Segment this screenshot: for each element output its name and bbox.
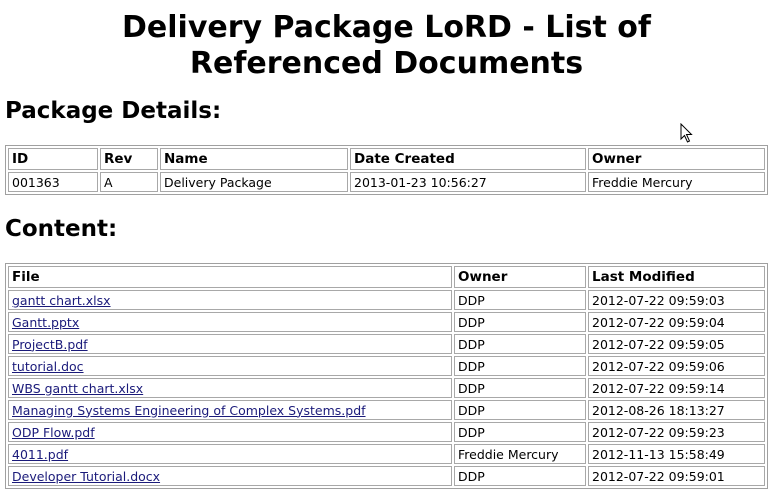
file-link[interactable]: ODP Flow.pdf: [12, 424, 95, 440]
table-row: Developer Tutorial.docx DDP 2012-07-22 0…: [8, 466, 765, 486]
owner-cell: DDP: [454, 378, 586, 398]
package-details-header-row: ID Rev Name Date Created Owner: [8, 148, 765, 170]
last-modified-cell: 2012-11-13 15:58:49: [588, 444, 765, 464]
table-row: Gantt.pptx DDP 2012-07-22 09:59:04: [8, 312, 765, 332]
file-cell: gantt chart.xlsx: [8, 290, 452, 310]
owner-cell: Freddie Mercury: [454, 444, 586, 464]
package-id: 001363: [8, 172, 98, 192]
file-cell: WBS gantt chart.xlsx: [8, 378, 452, 398]
column-header-owner: Owner: [454, 266, 586, 288]
owner-cell: DDP: [454, 422, 586, 442]
file-cell: 4011.pdf: [8, 444, 452, 464]
table-row: 4011.pdf Freddie Mercury 2012-11-13 15:5…: [8, 444, 765, 464]
file-link[interactable]: Developer Tutorial.docx: [12, 468, 161, 484]
file-cell: Gantt.pptx: [8, 312, 452, 332]
file-cell: ProjectB.pdf: [8, 334, 452, 354]
package-rev: A: [100, 172, 158, 192]
column-header-rev: Rev: [100, 148, 158, 170]
file-link[interactable]: WBS gantt chart.xlsx: [12, 380, 144, 396]
last-modified-cell: 2012-07-22 09:59:23: [588, 422, 765, 442]
owner-cell: DDP: [454, 290, 586, 310]
column-header-id: ID: [8, 148, 98, 170]
column-header-name: Name: [160, 148, 348, 170]
content-header-row: File Owner Last Modified: [8, 266, 765, 288]
owner-cell: DDP: [454, 466, 586, 486]
owner-cell: DDP: [454, 334, 586, 354]
package-name: Delivery Package: [160, 172, 348, 192]
file-cell: tutorial.doc: [8, 356, 452, 376]
file-link[interactable]: ProjectB.pdf: [12, 336, 88, 352]
owner-cell: DDP: [454, 400, 586, 420]
table-row: ODP Flow.pdf DDP 2012-07-22 09:59:23: [8, 422, 765, 442]
content-heading: Content:: [5, 216, 118, 242]
last-modified-cell: 2012-07-22 09:59:01: [588, 466, 765, 486]
file-cell: Developer Tutorial.docx: [8, 466, 452, 486]
last-modified-cell: 2012-08-26 18:13:27: [588, 400, 765, 420]
table-row: gantt chart.xlsx DDP 2012-07-22 09:59:03: [8, 290, 765, 310]
table-row: ProjectB.pdf DDP 2012-07-22 09:59:05: [8, 334, 765, 354]
owner-cell: DDP: [454, 356, 586, 376]
owner-cell: DDP: [454, 312, 586, 332]
file-link[interactable]: 4011.pdf: [12, 446, 69, 462]
file-link[interactable]: Managing Systems Engineering of Complex …: [12, 402, 366, 418]
package-owner: Freddie Mercury: [588, 172, 765, 192]
column-header-date-created: Date Created: [350, 148, 586, 170]
page-title-line1: Delivery Package LoRD - List of: [122, 10, 651, 45]
file-cell: Managing Systems Engineering of Complex …: [8, 400, 452, 420]
table-row: Managing Systems Engineering of Complex …: [8, 400, 765, 420]
table-row: tutorial.doc DDP 2012-07-22 09:59:06: [8, 356, 765, 376]
last-modified-cell: 2012-07-22 09:59:04: [588, 312, 765, 332]
file-cell: ODP Flow.pdf: [8, 422, 452, 442]
column-header-owner: Owner: [588, 148, 765, 170]
table-row: WBS gantt chart.xlsx DDP 2012-07-22 09:5…: [8, 378, 765, 398]
file-link[interactable]: Gantt.pptx: [12, 314, 80, 330]
column-header-last-modified: Last Modified: [588, 266, 765, 288]
last-modified-cell: 2012-07-22 09:59:03: [588, 290, 765, 310]
package-details-row: 001363 A Delivery Package 2013-01-23 10:…: [8, 172, 765, 192]
package-details-table: ID Rev Name Date Created Owner 001363 A …: [5, 145, 768, 195]
package-date-created: 2013-01-23 10:56:27: [350, 172, 586, 192]
file-link[interactable]: gantt chart.xlsx: [12, 292, 111, 308]
page-title-line2: Referenced Documents: [189, 46, 584, 81]
last-modified-cell: 2012-07-22 09:59:14: [588, 378, 765, 398]
package-details-heading: Package Details:: [5, 98, 222, 124]
column-header-file: File: [8, 266, 452, 288]
content-table: File Owner Last Modified gantt chart.xls…: [5, 263, 768, 489]
file-link[interactable]: tutorial.doc: [12, 358, 84, 374]
page-title: Delivery Package LoRD - List of Referenc…: [0, 10, 773, 82]
mouse-pointer-icon: [680, 123, 693, 143]
last-modified-cell: 2012-07-22 09:59:06: [588, 356, 765, 376]
last-modified-cell: 2012-07-22 09:59:05: [588, 334, 765, 354]
